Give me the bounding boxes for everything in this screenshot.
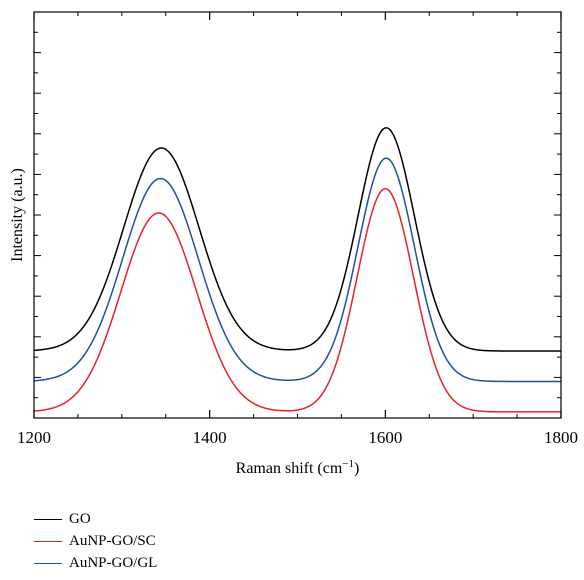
raman-chart: 1200 1400 1600 1800 Raman shift (cm−1) Inte… (9, 11, 578, 477)
x-tick-label: 1200 (17, 428, 51, 447)
series-line-go (33, 127, 561, 352)
legend-item-aunp-go-gl: AuNP-GO/GL (34, 552, 157, 574)
legend-label-aunp-go-gl: AuNP-GO/GL (69, 554, 158, 571)
plot-frame (33, 11, 562, 419)
minor-ticks (77, 12, 518, 418)
series-line-aunp-go-sc (33, 187, 561, 413)
legend: GO AuNP-GO/SC AuNP-GO/GL (34, 508, 157, 574)
y-axis-title: Intensity (a.u.) (9, 168, 26, 262)
series-lines (33, 127, 561, 413)
legend-swatch-aunp-go-sc (34, 540, 62, 542)
legend-label-aunp-go-sc: AuNP-GO/SC (69, 532, 156, 549)
major-ticks (33, 12, 562, 418)
legend-swatch-go (34, 518, 62, 520)
y-axis-ticks (34, 31, 561, 399)
x-tick-label: 1800 (544, 428, 578, 447)
x-axis-title: Raman shift (cm−1) (236, 458, 360, 477)
legend-item-aunp-go-sc: AuNP-GO/SC (34, 530, 157, 552)
x-axis-title-sup: −1 (342, 458, 354, 470)
x-axis-title-end: ) (354, 460, 359, 477)
legend-swatch-aunp-go-gl (34, 562, 62, 564)
legend-label-go: GO (69, 510, 91, 527)
x-tick-label: 1600 (368, 428, 402, 447)
legend-item-go: GO (34, 508, 157, 530)
x-axis-title-main: Raman shift (cm (236, 460, 343, 477)
series-line-aunp-go-gl (33, 157, 561, 383)
x-tick-label: 1400 (193, 428, 227, 447)
x-tick-labels: 1200 1400 1600 1800 (17, 428, 578, 447)
